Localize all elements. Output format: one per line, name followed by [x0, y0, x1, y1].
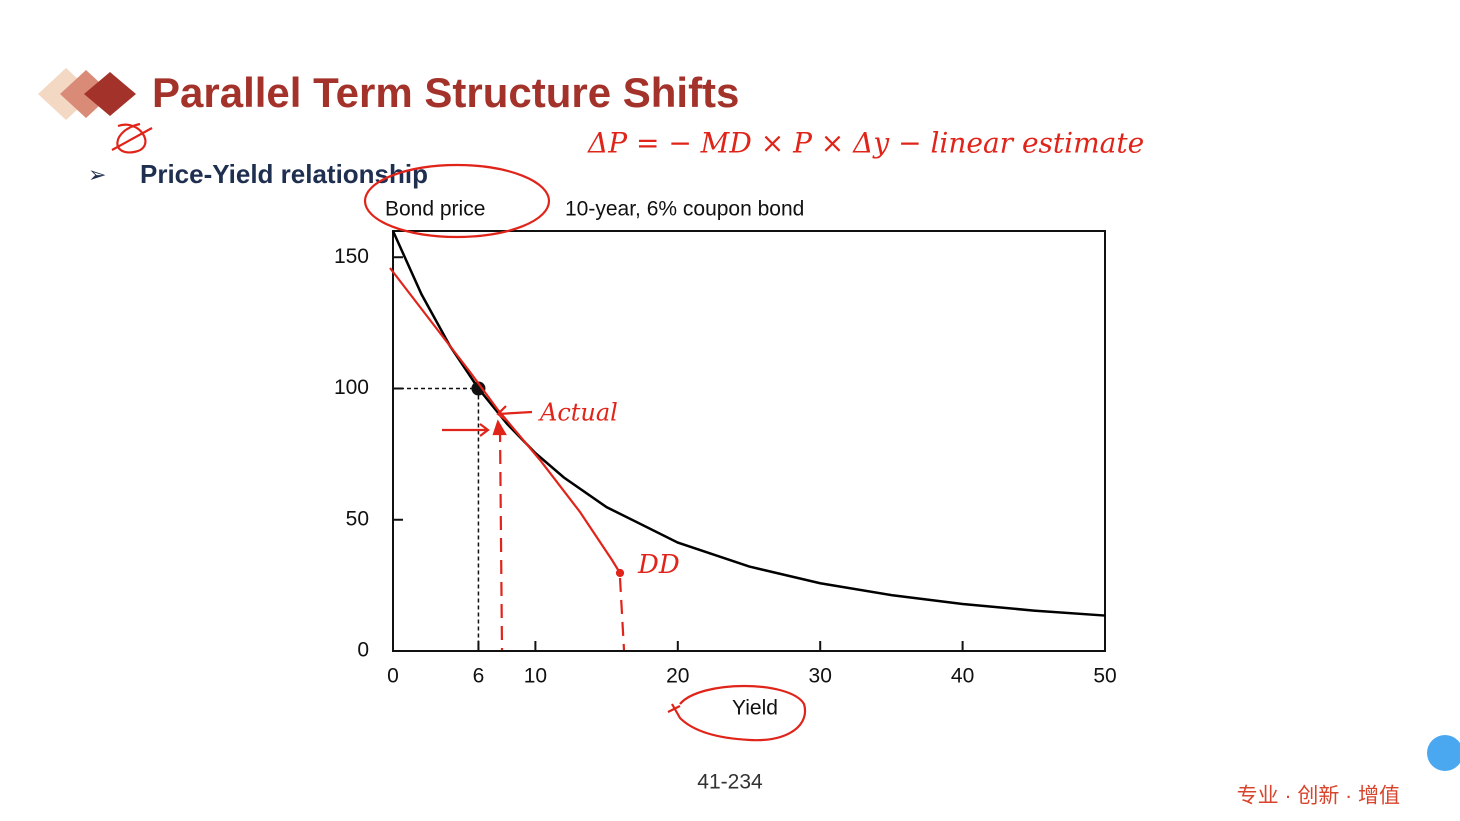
x-tick-label: 40: [951, 665, 974, 688]
bullet-text: Price-Yield relationship: [140, 159, 428, 189]
y-tick-label: 150: [334, 245, 369, 268]
logo-diamonds: [38, 68, 136, 120]
y-tick-label: 100: [334, 376, 369, 399]
y-tick-label: 50: [346, 507, 369, 530]
x-axis-label: Yield: [732, 697, 778, 720]
actual-note: Actual: [538, 399, 618, 427]
y-tick-label: 0: [357, 639, 369, 662]
footer-slogan: 专业 · 创新 · 增值: [1237, 785, 1400, 808]
x-tick-label: 0: [387, 665, 399, 688]
page-number: 41-234: [697, 771, 763, 794]
x-tick-label: 30: [809, 665, 832, 688]
price-curve: [391, 230, 1106, 617]
y-axis-label: Bond price: [385, 198, 485, 221]
chart: 0 50 100 150 0 6 10 20 30 40 50: [334, 230, 1117, 688]
x-tick-label: 10: [524, 665, 547, 688]
x-tick-label: 50: [1093, 665, 1116, 688]
slide-title: Parallel Term Structure Shifts: [152, 69, 739, 116]
plot-frame: [392, 230, 1106, 652]
chart-title: 10-year, 6% coupon bond: [565, 198, 804, 221]
float-button[interactable]: [1427, 735, 1460, 771]
bullet-marker: ➢: [88, 162, 106, 187]
formula-note: ΔP = − MD × P × Δy − linear estimate: [587, 127, 1144, 160]
dd-note: DD: [637, 550, 680, 580]
x-tick-label: 20: [666, 665, 689, 688]
reference-point: [471, 381, 486, 396]
hand-annotations: [111, 122, 807, 742]
x-tick-label: 6: [473, 665, 485, 688]
